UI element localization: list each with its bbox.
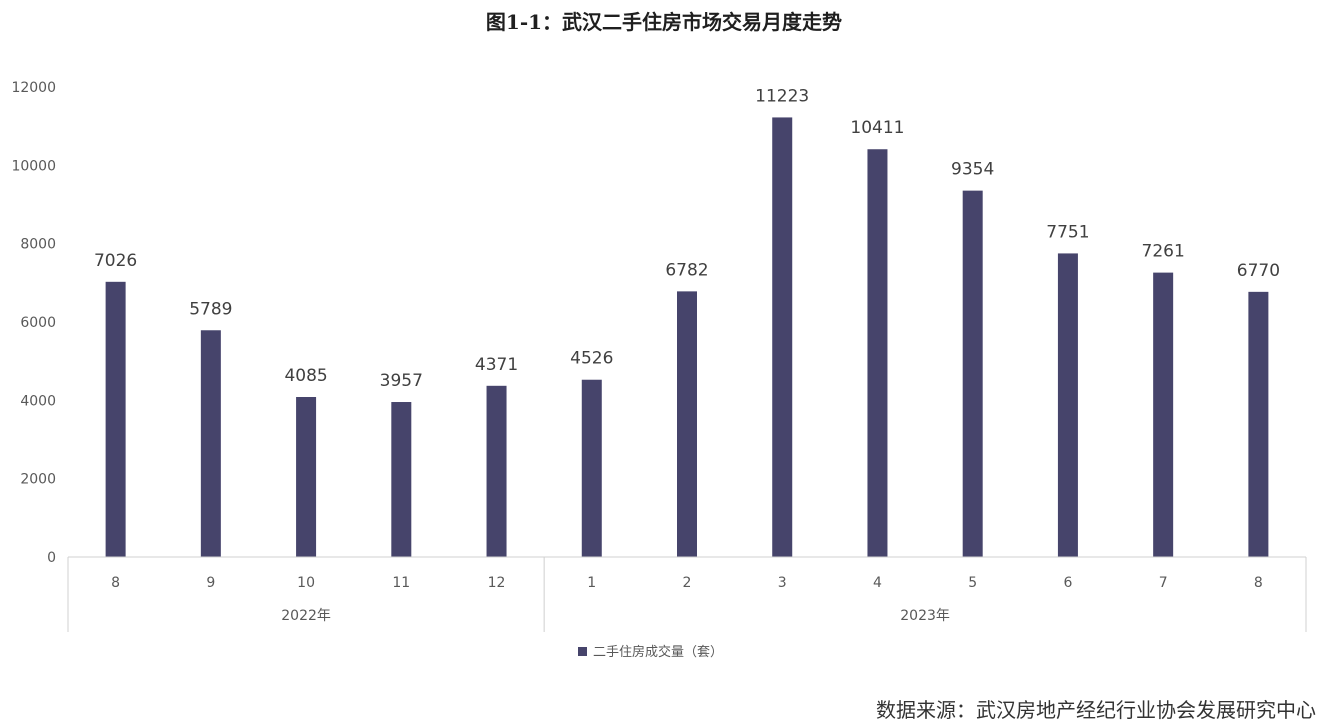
bar [581,379,602,557]
bar [200,330,221,557]
x-tick-label: 7 [1159,575,1168,591]
bar [296,397,317,557]
legend-label: 二手住房成交量（套） [593,644,723,660]
y-axis-ticks: 0 2000 4000 6000 8000 10000 12000 [11,80,56,566]
x-tick-label: 2 [683,575,692,591]
x-tick-label: 3 [778,575,787,591]
bar [962,190,983,557]
bar [1057,253,1078,557]
bar [1153,272,1174,557]
bar-value-label: 7261 [1142,242,1185,262]
x-tick-label: 9 [206,575,215,591]
x-tick-label: 8 [111,575,120,591]
y-tick-label: 8000 [20,237,56,253]
bar [105,281,126,557]
bar [486,385,507,557]
bar-value-label: 6770 [1237,261,1280,281]
x-tick-label: 4 [873,575,882,591]
x-tick-label: 10 [297,575,315,591]
source-note: 数据来源：武汉房地产经纪行业协会发展研究中心 [876,698,1316,722]
bar-value-label: 6782 [665,260,708,280]
bar-value-label: 11223 [755,86,809,106]
bar-value-label: 10411 [850,118,904,138]
x-group-label: 2022年 [281,608,331,624]
y-tick-label: 2000 [20,472,56,488]
x-tick-label: 11 [392,575,410,591]
bar-value-label: 4371 [475,355,518,375]
legend-marker [578,647,587,656]
bar-value-label: 3957 [380,371,423,391]
x-tick-label: 5 [968,575,977,591]
bar [867,149,888,557]
chart-title: 图1-1：武汉二手住房市场交易月度走势 [485,10,843,34]
x-tick-label: 1 [587,575,596,591]
bar-value-label: 7751 [1046,222,1089,242]
bar [677,291,697,557]
bar-value-label: 7026 [94,251,137,271]
x-tick-label: 8 [1254,575,1263,591]
data-labels: 7026 5789 4085 3957 4371 4526 6782 11223 10411 93… [94,86,1280,391]
bar-value-label: 4085 [284,366,327,386]
bar [772,117,793,558]
bar-value-label: 9354 [951,160,994,180]
bars [105,117,1269,558]
x-tick-label: 12 [488,575,506,591]
legend: 二手住房成交量（套） [578,644,723,660]
y-tick-label: 6000 [20,315,56,331]
x-tick-label: 6 [1063,575,1072,591]
y-tick-label: 0 [47,550,56,566]
bar-value-label: 5789 [189,299,232,319]
y-tick-label: 10000 [11,158,56,174]
y-tick-label: 4000 [20,393,56,409]
bar [1248,291,1269,557]
y-tick-label: 12000 [11,80,56,96]
x-group-label: 2023年 [900,608,950,624]
bar [391,402,412,557]
bar-value-label: 4526 [570,349,613,369]
